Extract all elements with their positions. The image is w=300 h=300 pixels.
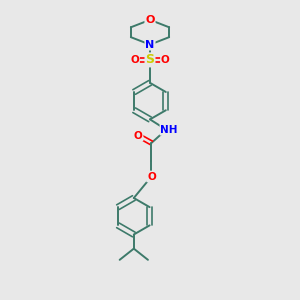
Text: NH: NH bbox=[160, 125, 178, 135]
Text: N: N bbox=[146, 40, 154, 50]
Text: O: O bbox=[134, 130, 142, 141]
Text: S: S bbox=[146, 53, 154, 66]
Text: O: O bbox=[147, 172, 156, 182]
Text: O: O bbox=[161, 55, 170, 65]
Text: O: O bbox=[145, 15, 155, 25]
Text: O: O bbox=[130, 55, 139, 65]
